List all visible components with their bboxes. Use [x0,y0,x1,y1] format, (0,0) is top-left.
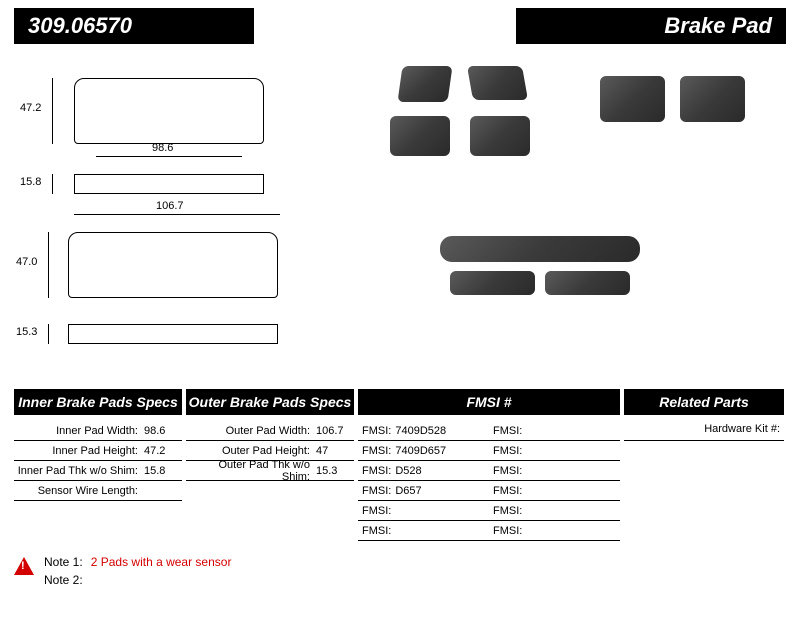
outer-specs-col: Outer Pad Width:106.7 Outer Pad Height:4… [186,421,354,541]
related-header: Related Parts [624,389,784,415]
fmsi-cell: FMSI:7409D528 [358,421,489,441]
hardware-photo [450,271,535,295]
hardware-photo [545,271,630,295]
warning-icon [14,557,34,575]
spec-body: Inner Pad Width:98.6 Inner Pad Height:47… [0,415,800,541]
fmsi-cell: FMSI: [489,521,620,541]
fmsi-cell: FMSI:7409D657 [358,441,489,461]
fmsi-col: FMSI:7409D528 FMSI: FMSI:7409D657 FMSI: … [358,421,620,541]
header: 309.06570 Brake Pad [0,0,800,44]
spec-row: Outer Pad Width:106.7 [186,421,354,441]
dim-outer-thk: 15.3 [16,326,37,338]
note-1: Note 1: 2 Pads with a wear sensor [44,555,231,569]
fmsi-cell: FMSI:D657 [358,481,489,501]
related-col: Hardware Kit #: [624,421,784,541]
fmsi-cell: FMSI: [489,461,620,481]
product-type: Brake Pad [664,13,772,39]
part-number: 309.06570 [28,13,132,39]
fmsi-cell: FMSI:D528 [358,461,489,481]
diagram-area: 47.2 98.6 15.8 106.7 47.0 15.3 [0,44,800,389]
note-2: Note 2: [44,573,231,587]
notes-section: Note 1: 2 Pads with a wear sensor Note 2… [0,541,800,587]
fmsi-cell: FMSI: [489,421,620,441]
pad-photo [680,76,745,122]
fmsi-cell: FMSI: [358,501,489,521]
part-number-bar: 309.06570 [14,8,254,44]
dim-inner-thk: 15.8 [20,176,41,188]
inner-specs-col: Inner Pad Width:98.6 Inner Pad Height:47… [14,421,182,541]
spec-row: Outer Pad Thk w/o Shim:15.3 [186,461,354,481]
dim-outer-height: 47.0 [16,256,37,268]
inner-specs-header: Inner Brake Pads Specs [14,389,182,415]
fmsi-cell: FMSI: [489,441,620,461]
outer-specs-header: Outer Brake Pads Specs [186,389,354,415]
pad-photo [600,76,665,122]
hardware-photo [440,236,640,262]
technical-drawing: 47.2 98.6 15.8 106.7 47.0 15.3 [14,56,354,383]
fmsi-header: FMSI # [358,389,620,415]
fmsi-cell: FMSI: [358,521,489,541]
dim-inner-height: 47.2 [20,102,41,114]
pad-photo [467,66,528,100]
hardware-kit-row: Hardware Kit #: [624,421,784,441]
dim-inner-width: 98.6 [152,142,173,154]
fmsi-cell: FMSI: [489,481,620,501]
fmsi-cell: FMSI: [489,501,620,521]
spec-headers: Inner Brake Pads Specs Outer Brake Pads … [0,389,800,415]
product-type-bar: Brake Pad [516,8,786,44]
pad-photo [470,116,530,156]
spec-row: Inner Pad Width:98.6 [14,421,182,441]
spec-row: Sensor Wire Length: [14,481,182,501]
spec-row: Inner Pad Thk w/o Shim:15.8 [14,461,182,481]
spec-row: Inner Pad Height:47.2 [14,441,182,461]
dim-outer-width: 106.7 [156,200,184,212]
pad-photo [397,66,452,102]
product-photos [370,56,786,383]
pad-photo [390,116,450,156]
